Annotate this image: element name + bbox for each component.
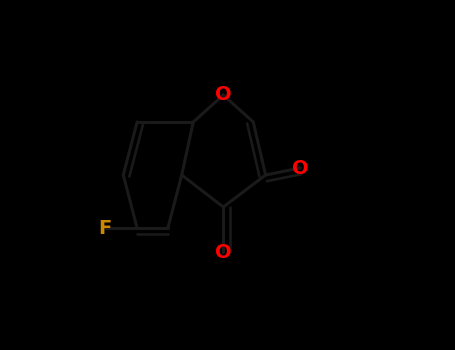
Text: O: O xyxy=(215,243,232,261)
Text: O: O xyxy=(215,85,232,105)
Text: O: O xyxy=(292,159,308,177)
Text: F: F xyxy=(98,218,111,238)
